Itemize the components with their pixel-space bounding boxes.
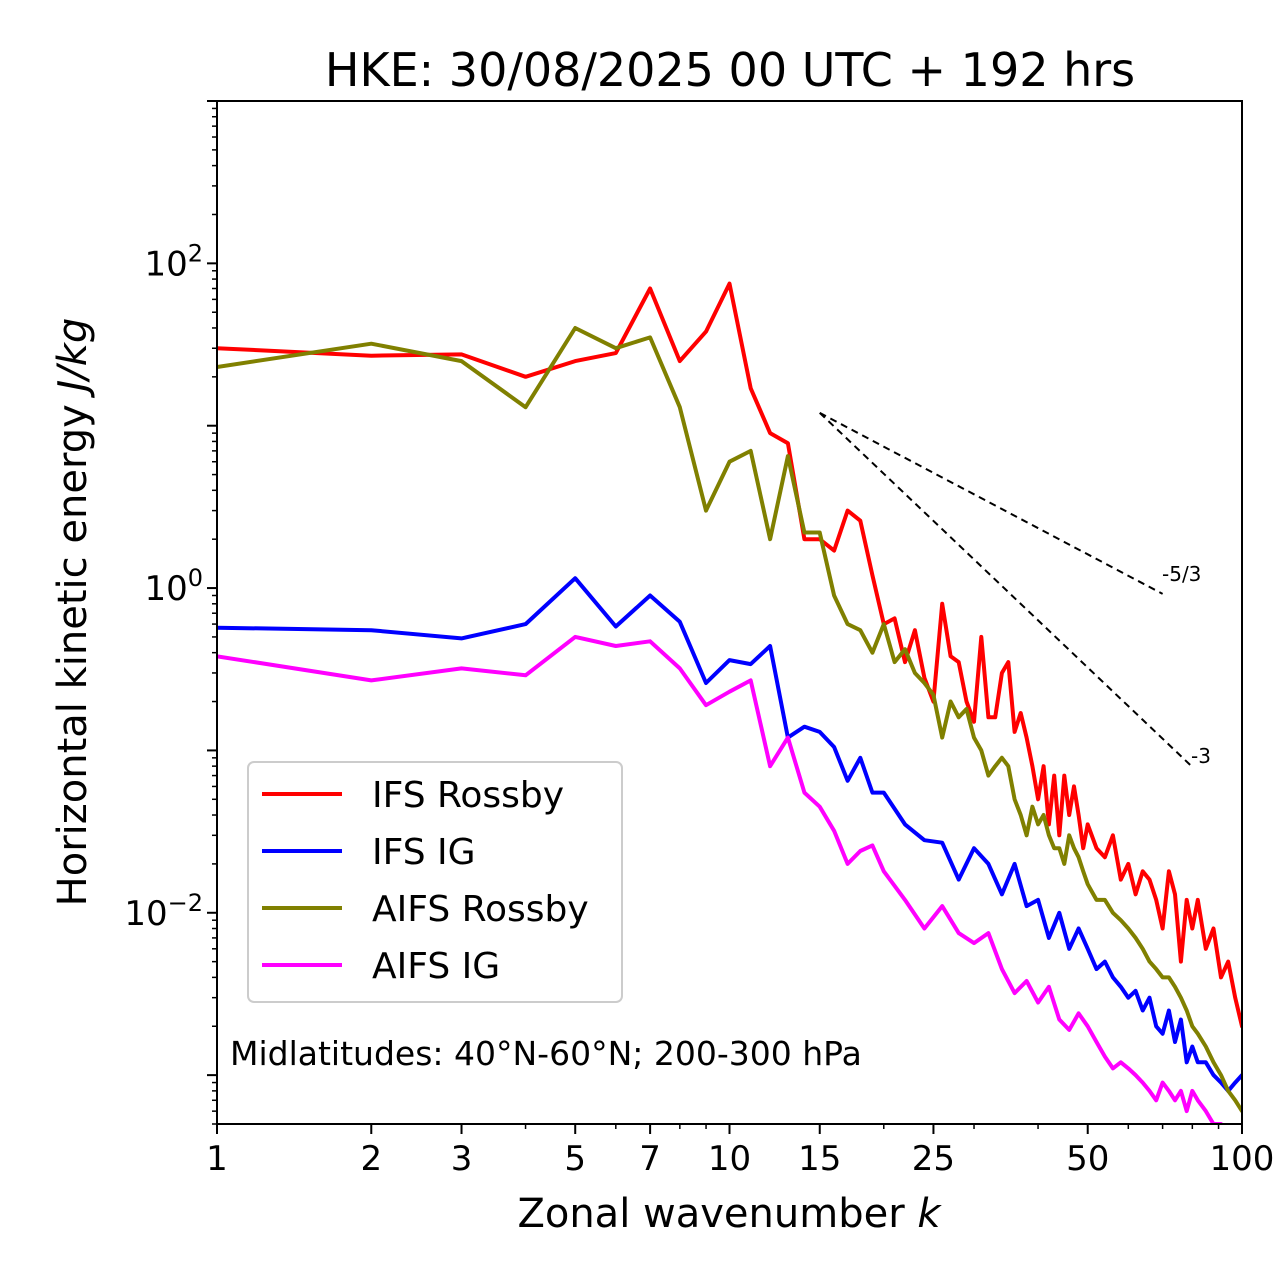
legend-frame — [247, 761, 623, 1003]
reference-line-slope-5-3 — [819, 411, 1164, 595]
legend-label-aifs-rossby: AIFS Rossby — [372, 889, 589, 930]
legend-label-ifs-rossby: IFS Rossby — [372, 775, 564, 816]
x-tick-label: 3 — [451, 1139, 473, 1179]
axis-ticks: 1 2 3 5 7 10 15 25 50 100 102 100 10−2 — [124, 100, 1275, 1179]
chart-title: HKE: 30/08/2025 00 UTC + 192 hrs — [325, 43, 1135, 97]
region-annotation: Midlatitudes: 40°N-60°N; 200-300 hPa — [230, 1034, 862, 1073]
slope-label-minus-three: -3 — [1191, 744, 1211, 768]
x-tick-label: 15 — [798, 1139, 841, 1179]
legend: IFS Rossby IFS IG AIFS Rossby AIFS IG — [247, 761, 623, 1003]
x-tick-label: 25 — [912, 1139, 955, 1179]
x-tick-label: 10 — [708, 1139, 751, 1179]
series-layer — [217, 281, 1242, 1124]
reference-line-slope-3 — [819, 412, 1194, 768]
legend-label-ifs-ig: IFS IG — [372, 832, 476, 873]
x-axis-title: Zonal wavenumber k — [517, 1191, 942, 1237]
series-line-ifs-ig — [217, 576, 1242, 1093]
x-tick-label: 100 — [1210, 1139, 1275, 1179]
reference-lines — [819, 411, 1194, 768]
y-tick-label: 102 — [144, 239, 203, 284]
x-tick-label: 50 — [1066, 1139, 1109, 1179]
series-line-aifs-rossby — [217, 326, 1242, 1114]
y-tick-label: 100 — [144, 564, 203, 609]
x-tick-label: 1 — [206, 1139, 228, 1179]
y-tick-label: 10−2 — [124, 889, 203, 934]
slope-label-minus-five-thirds: -5/3 — [1162, 562, 1201, 586]
plot-frame — [216, 100, 1243, 1125]
series-line-ifs-rossby — [217, 281, 1242, 1029]
x-tick-label: 5 — [564, 1139, 586, 1179]
series-line-aifs-ig — [217, 634, 1224, 1124]
x-tick-label: 2 — [360, 1139, 382, 1179]
y-axis-title: Horizontal kinetic energy J/kg — [50, 318, 96, 907]
x-tick-label: 7 — [639, 1139, 661, 1179]
legend-label-aifs-ig: AIFS IG — [372, 946, 500, 987]
